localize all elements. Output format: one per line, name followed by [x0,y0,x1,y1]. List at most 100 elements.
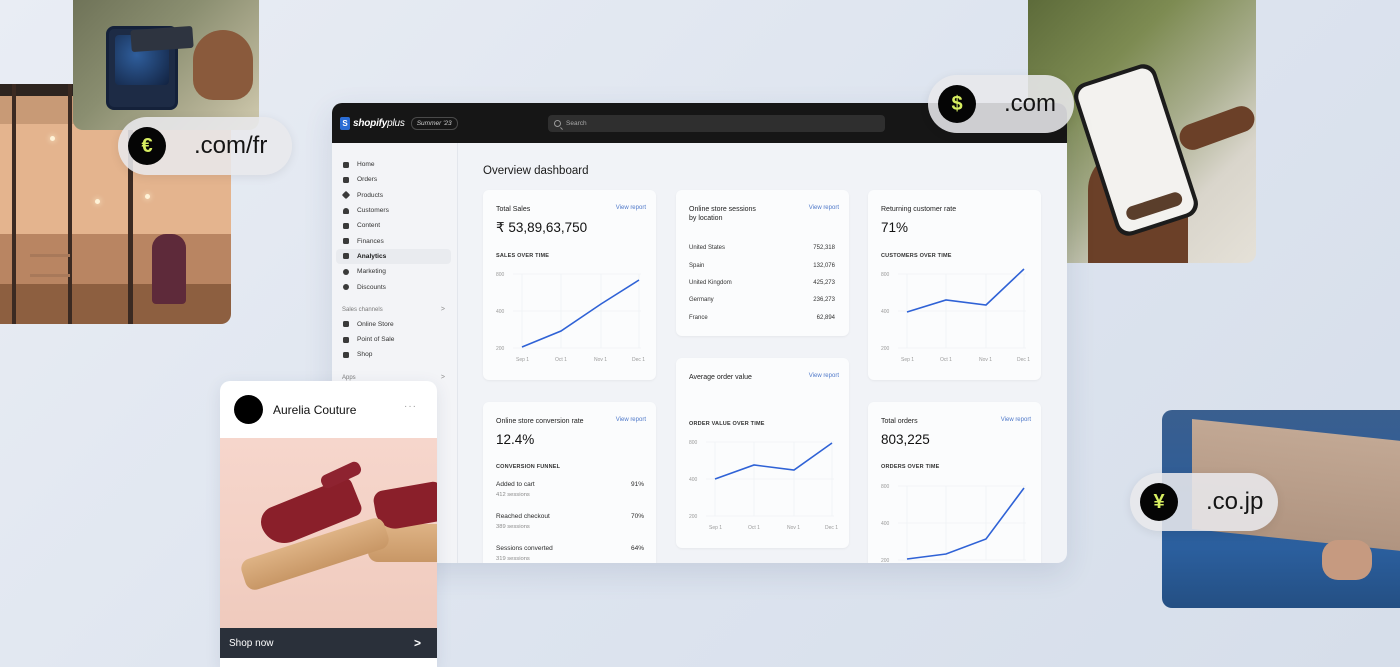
svg-text:400: 400 [881,309,890,315]
domain-label: .com [1004,90,1057,117]
shop-icon [343,351,349,358]
svg-text:200: 200 [496,346,505,352]
person-icon [343,207,349,214]
svg-text:Nov 1: Nov 1 [787,525,800,531]
svg-text:800: 800 [496,272,505,278]
main-content: Overview dashboard Total Sales View repo… [459,143,1067,563]
dollar-icon: $ [938,85,976,123]
svg-text:Nov 1: Nov 1 [979,357,992,363]
sidebar-item-home[interactable]: Home [332,157,457,172]
finger [1175,102,1256,154]
sidebar-item-content[interactable]: Content [332,218,457,233]
currency-pill-yen: ¥ .co.jp [1130,473,1278,531]
svg-text:400: 400 [496,309,505,315]
shopify-plus-logo[interactable]: shopifyplus [353,117,405,129]
more-options-icon[interactable]: ··· [404,401,417,412]
image-icon [343,222,349,229]
svg-text:800: 800 [689,440,698,446]
sidebar-item-products[interactable]: Products [332,188,457,203]
sidebar-item-shop[interactable]: Shop [332,347,457,362]
chevron-right-icon: > [413,636,421,650]
svg-text:Dec 1: Dec 1 [1017,357,1030,363]
domain-label: .com/fr [194,132,268,159]
card-title: Online store conversion rate [496,418,584,425]
avatar[interactable] [234,395,263,424]
returning-customer-card: Returning customer rate 71% CUSTOMERS OV… [868,190,1041,380]
view-report-link[interactable]: View report [808,205,839,211]
currency-pill-euro: € .com/fr [118,117,292,175]
inbox-icon [343,176,349,183]
total-orders-card: Total orders View report 803,225 ORDERS … [868,402,1041,563]
tag-icon [341,190,351,200]
view-report-link[interactable]: View report [808,373,839,379]
svg-text:Dec 1: Dec 1 [825,525,838,531]
discount-icon [343,284,349,291]
sales-line-chart: 800 400 200 Sep 1 Oct 1 Nov 1 Dec 1 [491,265,645,375]
chart-subtitle: ORDERS OVER TIME [881,464,940,470]
store-icon [343,321,349,328]
svg-text:Dec 1: Dec 1 [632,357,645,363]
sidebar-item-orders[interactable]: Orders [332,172,457,187]
location-row: United Kingdom 425,273 [689,280,835,286]
sidebar-item-discounts[interactable]: Discounts [332,279,457,294]
chart-subtitle: CUSTOMERS OVER TIME [881,253,952,259]
hand [193,30,253,100]
sidebar-item-marketing[interactable]: Marketing [332,264,457,279]
card-title: Total Sales [496,206,531,213]
funnel-step: Sessions converted 64% 319 sessions [496,545,644,562]
pos-icon [343,336,349,343]
shelf [30,274,70,277]
svg-text:400: 400 [689,477,698,483]
bank-icon [343,238,349,245]
sessions-by-location-card: Online store sessions by location View re… [676,190,849,336]
average-order-value-card: Average order value View report ORDER VA… [676,358,849,548]
home-icon [343,161,349,168]
location-row: Germany 236,273 [689,297,835,303]
chevron-right-icon: > [440,374,445,382]
hand [1322,540,1372,580]
order-value-line-chart: 800 400 200 Sep 1 Oct 1 Nov 1 Dec 1 [684,433,838,543]
sidebar-item-point-of-sale[interactable]: Point of Sale [332,332,457,347]
svg-text:800: 800 [881,272,890,278]
svg-text:Nov 1: Nov 1 [594,357,607,363]
svg-text:200: 200 [881,558,890,563]
funnel-step: Reached checkout 70% 389 sessions [496,513,644,530]
svg-text:Sep 1: Sep 1 [901,357,914,363]
total-sales-value: ₹ 53,89,63,750 [496,220,588,235]
svg-text:200: 200 [881,346,890,352]
svg-text:Oct 1: Oct 1 [555,357,567,363]
sales-channels-section[interactable]: Sales channels > [342,306,445,314]
svg-text:400: 400 [881,521,890,527]
location-row: United States 752,318 [689,245,835,251]
location-row: Spain 132,076 [689,263,835,269]
ceiling-light [95,199,100,204]
domain-label: .co.jp [1206,488,1264,515]
yen-icon: ¥ [1140,483,1178,521]
view-report-link[interactable]: View report [615,205,646,211]
sidebar-item-finances[interactable]: Finances [332,233,457,248]
credit-card [130,25,194,53]
ceiling-light [145,194,150,199]
view-report-link[interactable]: View report [1000,417,1031,423]
svg-text:Oct 1: Oct 1 [748,525,760,531]
view-report-link[interactable]: View report [615,417,646,423]
product-image-sandals [220,438,437,628]
shop-now-button[interactable]: Shop now > [220,628,437,658]
sidebar-item-analytics[interactable]: Analytics [336,248,451,265]
funnel-subtitle: CONVERSION FUNNEL [496,464,561,470]
account-name[interactable]: Aurelia Couture [273,402,357,417]
search-icon [554,120,561,127]
svg-text:200: 200 [689,514,698,520]
svg-text:Sep 1: Sep 1 [709,525,722,531]
apps-section[interactable]: Apps > [342,374,445,382]
card-title: Total orders [881,418,918,425]
sidebar-item-online-store[interactable]: Online Store [332,317,457,332]
conversion-rate-value: 12.4% [496,432,535,447]
search-placeholder: Search [566,120,587,127]
sidebar-item-customers[interactable]: Customers [332,203,457,218]
search-input[interactable]: Search [548,115,885,132]
returning-rate-value: 71% [881,220,909,235]
chart-subtitle: SALES OVER TIME [496,253,550,259]
social-post-card: Aurelia Couture ··· Shop now > [220,381,437,667]
card-payment-photo [73,0,259,130]
